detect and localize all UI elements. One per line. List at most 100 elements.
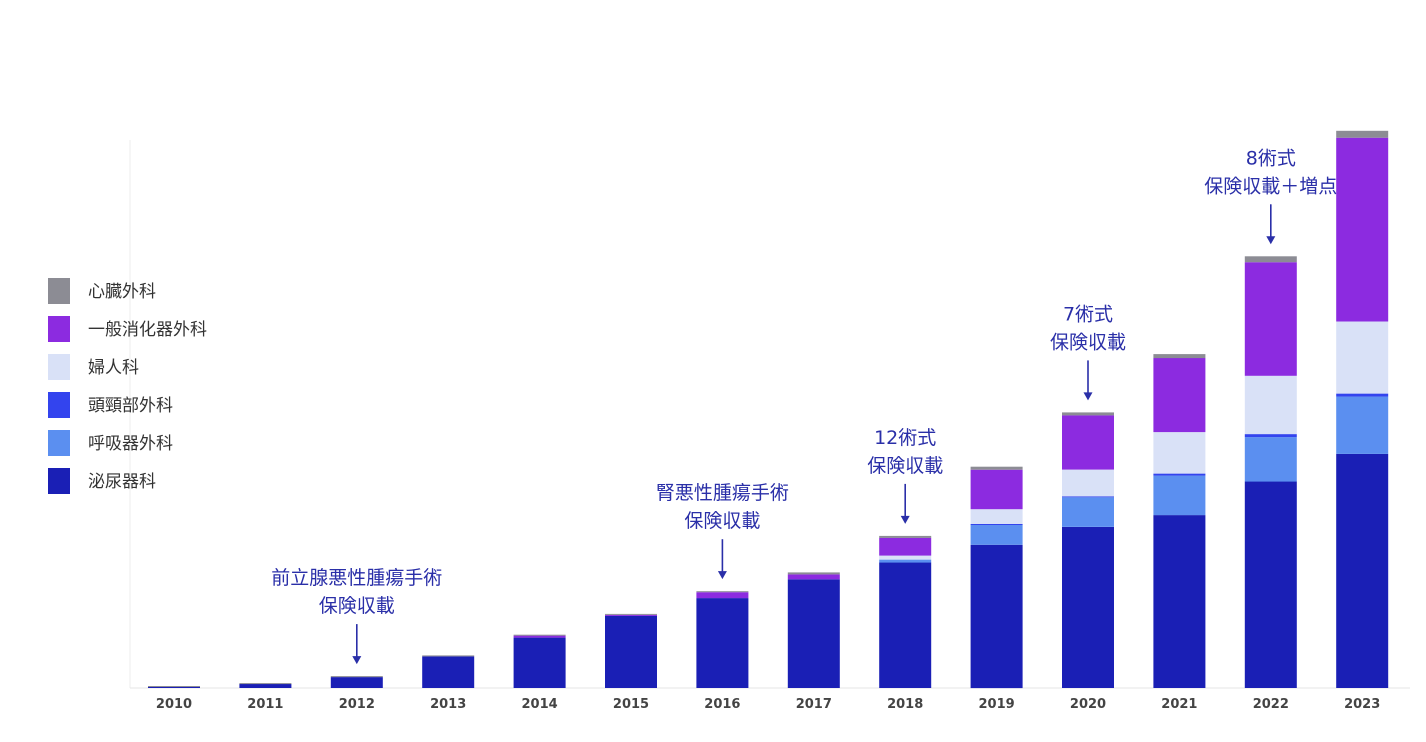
annotation-2016-line-0: 腎悪性腫瘍手術 [656, 482, 789, 504]
bar-2014-series-4 [513, 635, 566, 638]
bar-2012-series-0 [330, 677, 383, 688]
x-tick-2016: 2016 [704, 697, 740, 712]
bar-2023-series-3 [1336, 321, 1389, 394]
bar-2018-series-0 [879, 562, 932, 688]
annotation-2022-line-0: 8術式 [1246, 147, 1296, 169]
bar-2018-series-1 [879, 559, 932, 563]
bar-2017-series-5 [787, 572, 840, 575]
bar-2010-series-5 [148, 686, 200, 687]
legend-swatch-4 [48, 430, 70, 456]
bar-2015-series-4 [605, 614, 657, 616]
bar-2022-series-5 [1244, 256, 1297, 263]
bar-2022-series-1 [1244, 437, 1297, 482]
bar-2021-series-1 [1153, 475, 1206, 516]
bar-2022-series-4 [1244, 262, 1297, 376]
bar-2018-series-5 [879, 535, 932, 538]
x-tick-2022: 2022 [1253, 697, 1289, 712]
legend-swatch-1 [48, 316, 70, 342]
bar-2023-series-5 [1336, 130, 1389, 138]
legend-swatch-5 [48, 468, 70, 494]
legend-swatch-0 [48, 278, 70, 304]
bar-2015-series-0 [605, 615, 657, 688]
annotation-2022-line-1: 保険収載＋増点 [1204, 175, 1337, 197]
bars-group [148, 130, 1389, 689]
bar-2021-series-2 [1153, 473, 1206, 476]
x-tick-labels: 2010 2011 2012 2013 2014 2015 2016 2017 2018 2019… [156, 697, 1380, 712]
x-tick-2014: 2014 [522, 697, 558, 712]
legend-label-5: 泌尿器科 [88, 472, 156, 492]
legend-label-0: 心臓外科 [88, 282, 156, 302]
bar-2014-series-5 [513, 634, 566, 636]
bar-2013-series-5 [422, 655, 475, 657]
bar-2022-series-2 [1244, 434, 1297, 438]
annotation-2016-line-1: 保険収載 [684, 510, 760, 532]
bar-2020-series-0 [1062, 527, 1114, 688]
bar-2023-series-1 [1336, 396, 1389, 454]
x-tick-2012: 2012 [339, 697, 375, 712]
bar-2019-series-0 [970, 544, 1023, 689]
bar-2023-series-2 [1336, 393, 1389, 397]
legend-swatch-3 [48, 392, 70, 418]
bar-2020-series-4 [1062, 415, 1114, 470]
bar-2015-series-5 [605, 613, 657, 615]
bar-2014-series-0 [513, 637, 566, 688]
bar-2021-series-3 [1153, 432, 1206, 474]
annotation-arrowhead-2018 [900, 515, 910, 524]
bar-2020-series-1 [1062, 497, 1114, 527]
annotation-2020-line-1: 保険収載 [1050, 331, 1126, 353]
annotation-2018-line-0: 12術式 [874, 427, 936, 449]
annotation-2018-line-1: 保険収載 [867, 455, 943, 477]
annotation-arrowhead-2016 [717, 571, 727, 580]
bar-2016-series-5 [696, 591, 749, 593]
legend-label-4: 呼吸器外科 [88, 434, 173, 454]
x-tick-2017: 2017 [796, 697, 832, 712]
bar-2010-series-0 [148, 687, 200, 688]
bar-2023-series-4 [1336, 137, 1389, 322]
annotations-group: 前立腺悪性腫瘍手術保険収載腎悪性腫瘍手術保険収載12術式保険収載7術式保険収載8… [271, 147, 1337, 665]
bar-2012-series-5 [330, 676, 383, 678]
bar-2019-series-2 [970, 524, 1023, 525]
bar-2019-series-4 [970, 469, 1023, 510]
annotation-arrowhead-2020 [1083, 392, 1093, 401]
x-tick-2020: 2020 [1070, 697, 1106, 712]
bar-2017-series-4 [787, 574, 840, 580]
x-tick-2018: 2018 [887, 697, 923, 712]
x-tick-2015: 2015 [613, 697, 649, 712]
annotation-arrowhead-2022 [1266, 236, 1276, 245]
bar-2020-series-5 [1062, 412, 1114, 416]
x-tick-2019: 2019 [979, 697, 1015, 712]
bar-2020-series-3 [1062, 469, 1114, 497]
annotation-2012-line-1: 保険収載 [319, 595, 395, 617]
bar-2016-series-0 [696, 598, 749, 688]
bar-2011-series-5 [239, 683, 292, 685]
bar-2022-series-0 [1244, 481, 1297, 688]
x-tick-2011: 2011 [247, 697, 283, 712]
bar-2021-series-5 [1153, 354, 1206, 359]
annotation-arrowhead-2012 [352, 656, 362, 665]
x-tick-2023: 2023 [1344, 697, 1380, 712]
x-tick-2021: 2021 [1161, 697, 1197, 712]
bar-2023-series-0 [1336, 453, 1389, 688]
bar-2020-series-2 [1062, 496, 1114, 498]
legend-label-2: 婦人科 [88, 358, 139, 378]
bar-2019-series-5 [970, 466, 1023, 470]
legend-swatch-2 [48, 354, 70, 380]
bar-2018-series-4 [879, 537, 932, 556]
bar-2022-series-3 [1244, 375, 1297, 435]
bar-2019-series-3 [970, 509, 1023, 524]
annotation-2012-line-0: 前立腺悪性腫瘍手術 [271, 567, 442, 589]
bar-2018-series-3 [879, 555, 932, 560]
legend-label-1: 一般消化器外科 [88, 320, 207, 340]
x-tick-2013: 2013 [430, 697, 466, 712]
bar-2019-series-1 [970, 525, 1023, 545]
bar-2021-series-0 [1153, 515, 1206, 688]
annotation-2020-line-0: 7術式 [1063, 303, 1113, 325]
legend-label-3: 頭頸部外科 [88, 396, 173, 416]
bar-2013-series-0 [422, 656, 475, 688]
bar-2017-series-0 [787, 579, 840, 688]
x-tick-2010: 2010 [156, 697, 192, 712]
bar-2016-series-4 [696, 592, 749, 599]
bar-2011-series-0 [239, 684, 292, 688]
